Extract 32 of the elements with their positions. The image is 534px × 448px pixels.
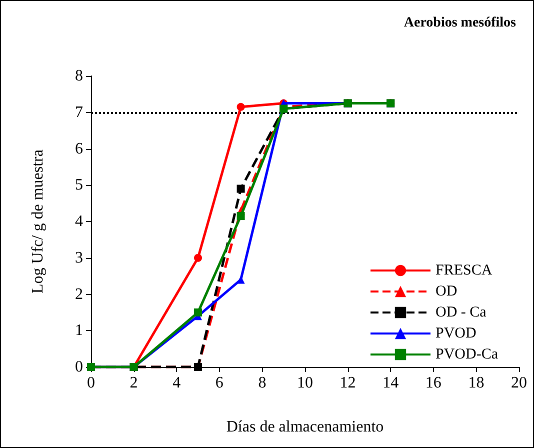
chart-title: Aerobios mesófilos xyxy=(404,16,517,30)
point xyxy=(236,184,245,193)
x-axis-title: Días de almacenamiento xyxy=(226,418,384,436)
x-tick-label: 2 xyxy=(130,374,138,392)
point xyxy=(194,254,202,262)
x-tick-label: 12 xyxy=(340,374,356,392)
legend-label: PVOD xyxy=(436,326,477,342)
y-tick-label: 7 xyxy=(75,104,83,121)
x-tick-label: 4 xyxy=(172,374,181,392)
x-tick-label: 20 xyxy=(511,374,527,392)
y-tick-label: 1 xyxy=(75,322,83,340)
legend-label: FRESCA xyxy=(436,262,492,278)
legend-label: PVOD-Ca xyxy=(436,346,498,362)
legend-label: OD - Ca xyxy=(436,304,487,320)
x-tick-label: 18 xyxy=(468,374,484,392)
x-tick-label: 14 xyxy=(382,374,399,392)
y-tick-label: 0 xyxy=(75,358,83,376)
y-axis-title: Log Ufc/ g de muestra xyxy=(30,150,46,294)
x-tick-label: 0 xyxy=(87,374,95,392)
x-tick-label: 6 xyxy=(215,374,224,392)
x-tick-label: 16 xyxy=(425,374,442,392)
y-tick-label: 2 xyxy=(75,286,83,303)
y-tick-label: 8 xyxy=(75,68,83,84)
point xyxy=(236,212,245,220)
point xyxy=(236,102,245,111)
y-tick-label: 6 xyxy=(75,140,83,158)
x-tick-label: 10 xyxy=(297,374,313,392)
y-tick-label: 4 xyxy=(75,213,83,230)
y-tick-label: 5 xyxy=(75,176,83,194)
x-tick-label: 8 xyxy=(258,374,266,392)
y-tick-label: 3 xyxy=(75,249,83,266)
legend-label: OD xyxy=(436,284,458,300)
